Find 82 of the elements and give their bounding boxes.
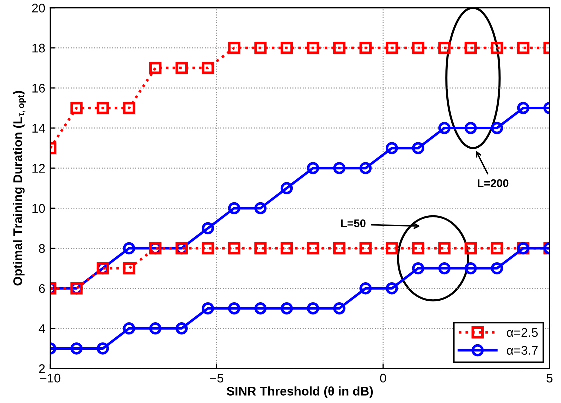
x-tick-label: 0: [380, 374, 386, 383]
point: [412, 242, 424, 255]
point: [464, 42, 478, 54]
point: [438, 242, 451, 255]
point: [464, 262, 478, 275]
point: [254, 42, 267, 54]
y-axis-title: Optimal Training Duration (L$_{τ,opt}$): [13, 91, 26, 286]
point: [307, 242, 320, 255]
x-axis-title: SINR Threshold (θ in dB): [226, 386, 374, 398]
point: [202, 242, 214, 255]
point: [228, 42, 241, 54]
point: [360, 282, 372, 295]
point: [464, 242, 478, 255]
point: [464, 122, 478, 134]
y-tick-label: 6: [39, 284, 46, 294]
point: [386, 42, 398, 54]
point: [280, 302, 294, 315]
point: [254, 302, 267, 315]
y-tick-label: 14: [32, 124, 46, 133]
point: [228, 302, 241, 315]
point: [517, 102, 530, 114]
annotation: L=50: [341, 220, 366, 228]
y-tick-label: 20: [32, 4, 46, 13]
point: [491, 42, 504, 54]
point: [438, 262, 451, 275]
point: [202, 62, 214, 74]
point: [123, 102, 136, 114]
point: [438, 122, 451, 134]
point: [70, 342, 83, 355]
point: [386, 282, 398, 295]
point: [517, 42, 530, 54]
y-tick-label: 8: [39, 244, 46, 254]
point: [307, 162, 320, 174]
point: [176, 62, 188, 74]
point: [412, 42, 424, 54]
point: [333, 42, 346, 54]
point: [333, 302, 346, 315]
point: [280, 182, 294, 195]
point: [386, 242, 398, 255]
point: [307, 42, 320, 54]
point: [491, 242, 504, 255]
point: [254, 202, 267, 215]
point: [202, 302, 214, 315]
point: [176, 322, 188, 335]
legend-label: α=3.7: [507, 346, 538, 356]
y-tick-label: 10: [32, 204, 46, 214]
x-tick-label: −5: [210, 374, 224, 383]
annotation: L=200: [478, 180, 509, 188]
point: [412, 142, 424, 154]
point: [149, 62, 162, 74]
y-tick-label: 16: [32, 84, 46, 93]
point: [280, 242, 294, 255]
y-tick-label: 2: [39, 364, 45, 374]
point: [96, 102, 110, 114]
point: [70, 102, 83, 114]
point: [491, 262, 504, 275]
point: [280, 42, 294, 54]
x-tick-label: 5: [546, 374, 553, 383]
point: [123, 262, 136, 275]
point: [360, 242, 372, 255]
point: [360, 42, 372, 54]
y-tick-label: 4: [38, 324, 46, 334]
point: [333, 162, 346, 174]
point: [254, 242, 267, 255]
point: [386, 142, 398, 154]
point: [149, 322, 162, 335]
point: [123, 322, 136, 335]
point: [438, 42, 451, 54]
x-tick-label: −10: [40, 374, 61, 383]
point: [412, 262, 424, 275]
point: [333, 242, 346, 255]
point: [491, 122, 504, 134]
point: [228, 242, 241, 255]
point: [360, 162, 372, 174]
legend-label: α=2.5: [507, 328, 538, 338]
y-tick-label: 18: [32, 44, 46, 53]
point: [96, 342, 110, 355]
y-tick-label: 12: [32, 164, 46, 173]
point: [228, 202, 241, 215]
point: [307, 302, 320, 315]
point: [123, 242, 136, 255]
point: [202, 222, 214, 235]
